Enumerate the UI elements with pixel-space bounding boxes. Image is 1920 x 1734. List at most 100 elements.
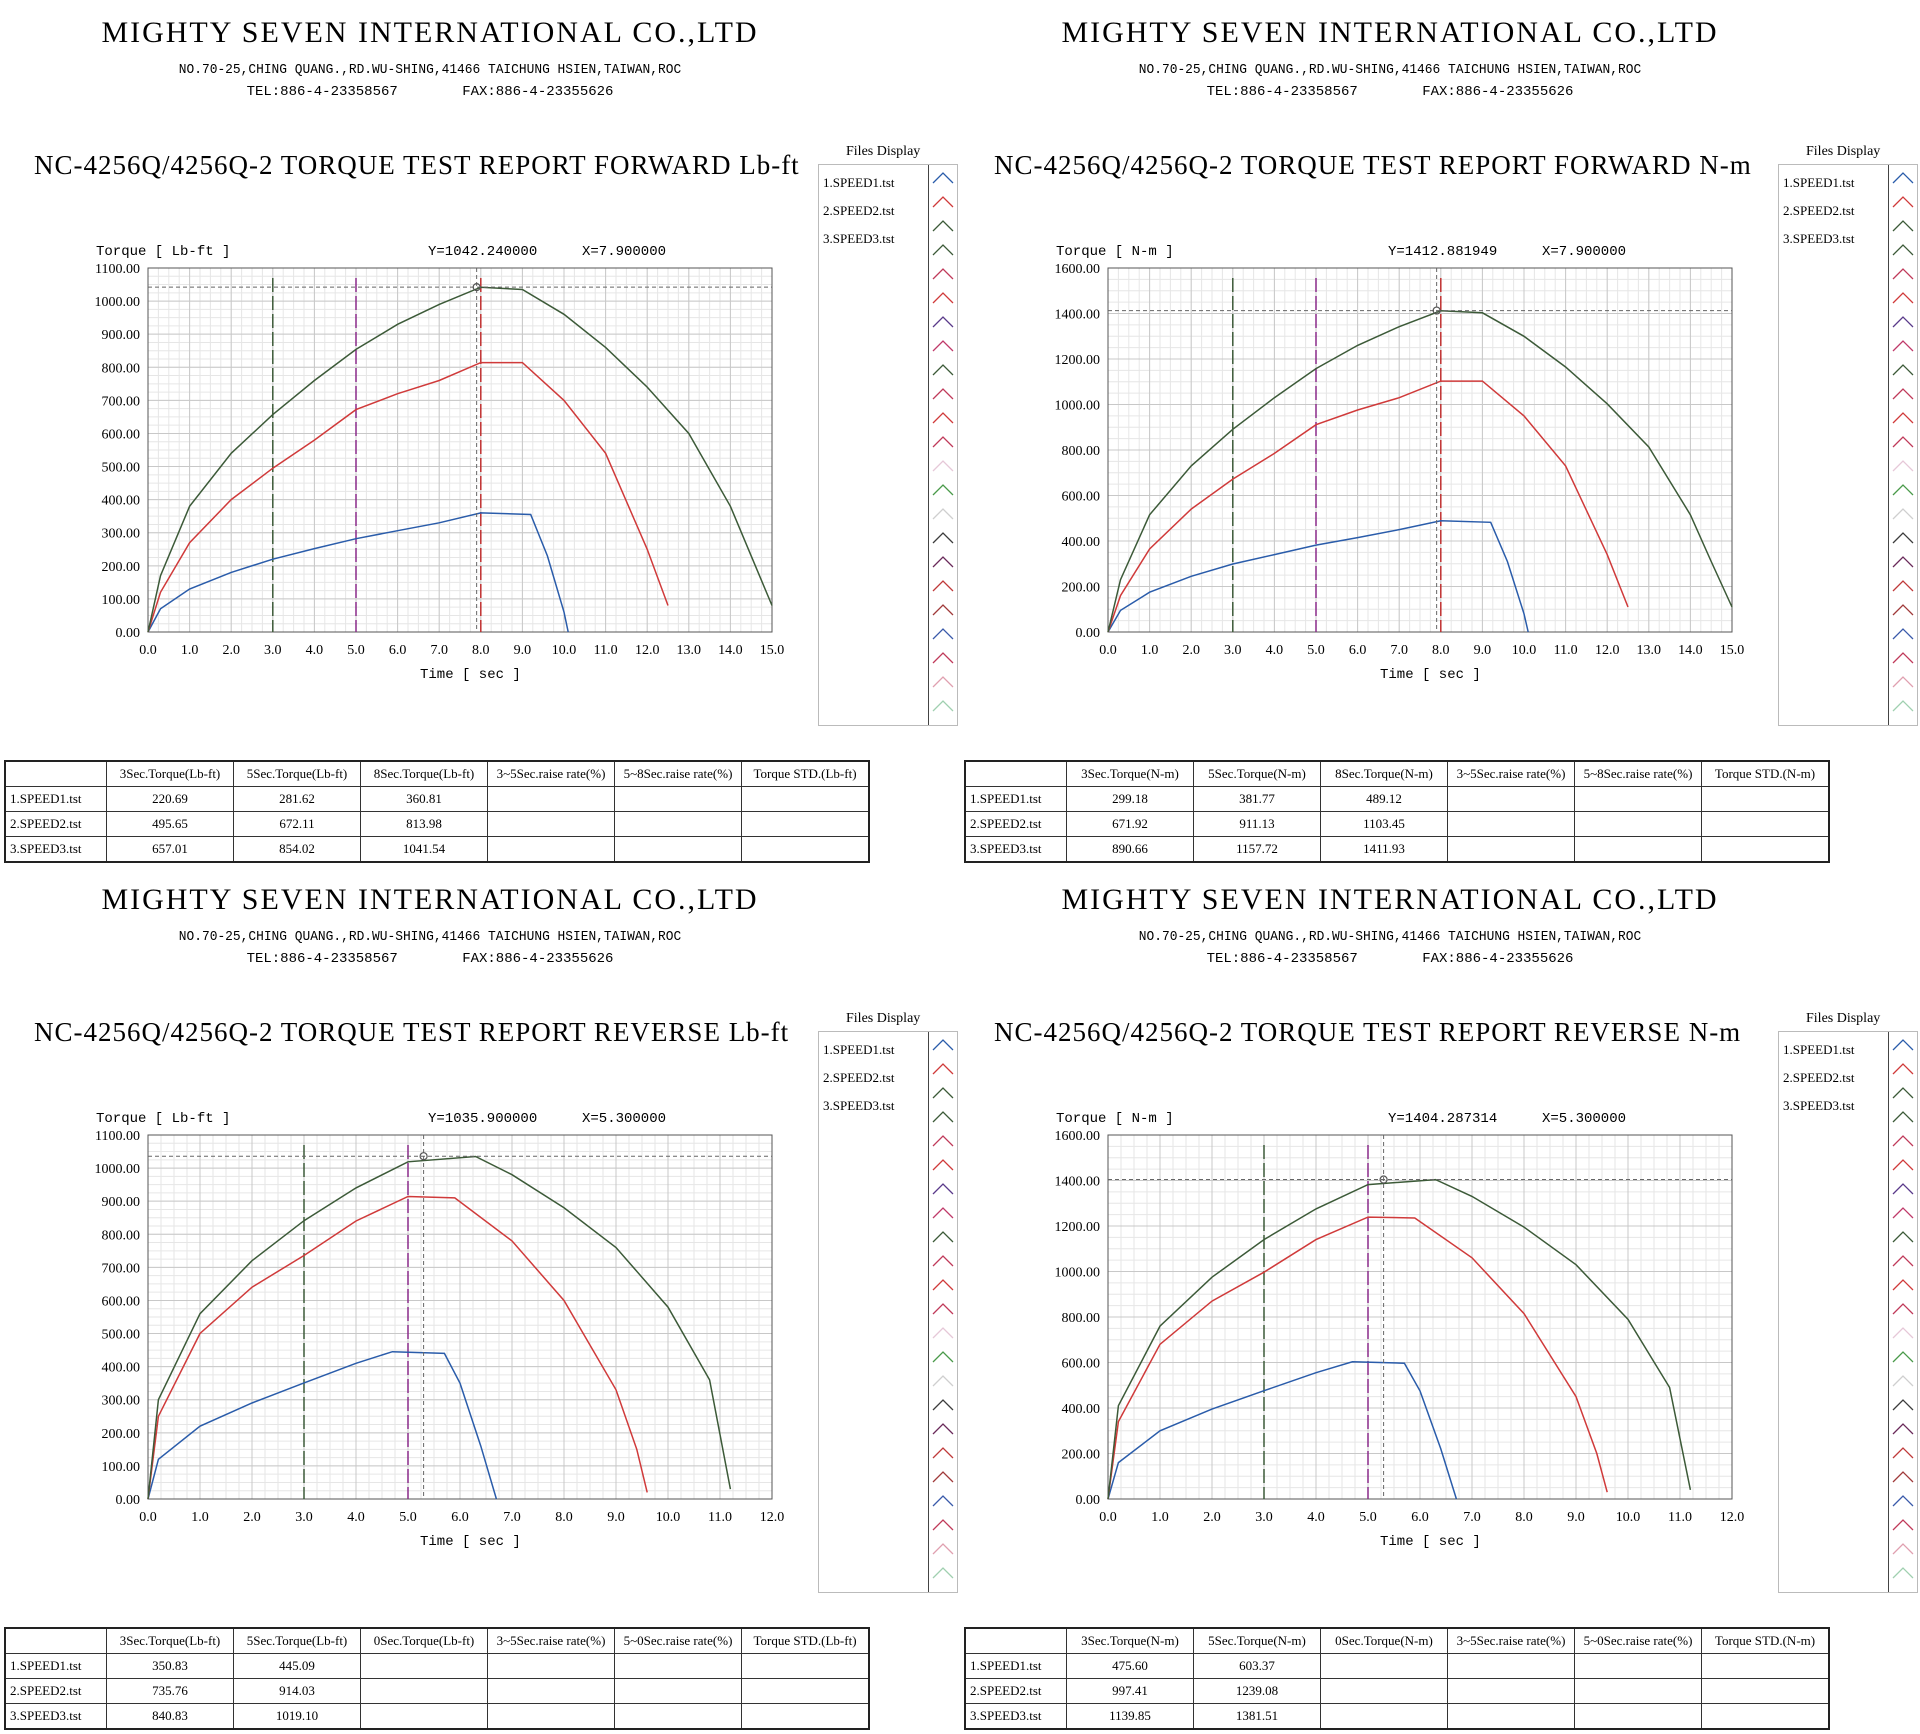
legend-swatch xyxy=(932,388,954,400)
legend-swatch xyxy=(932,1327,954,1339)
table-cell xyxy=(1574,836,1702,863)
table-cell: 475.60 xyxy=(1066,1653,1194,1679)
y-axis-label: Torque [ Lb-ft ] xyxy=(96,244,230,260)
files-color-strip xyxy=(1888,1032,1917,1592)
y-tick-label: 800.00 xyxy=(1062,444,1101,459)
table-header-row: 3Sec.Torque(N-m) 5Sec.Torque(N-m) 8Sec.Tor… xyxy=(964,760,1830,787)
x-axis-label: Time [ sec ] xyxy=(1380,667,1481,683)
legend-swatch xyxy=(932,628,954,640)
legend-swatch xyxy=(1892,556,1914,568)
table-header-cell: 5~8Sec.raise rate(%) xyxy=(614,760,742,787)
legend-swatches xyxy=(1892,172,1914,712)
table-cell: 1103.45 xyxy=(1320,811,1448,837)
legend-swatch xyxy=(932,1231,954,1243)
x-tick-label: 4.0 xyxy=(1266,643,1284,658)
files-display-list[interactable]: 1.SPEED1.tst 2.SPEED2.tst 3.SPEED3.tst xyxy=(818,164,958,726)
legend-swatch xyxy=(932,1519,954,1531)
torque-stats-table: 3Sec.Torque(N-m) 5Sec.Torque(N-m) 0Sec.Tor… xyxy=(964,1627,1830,1730)
cursor-point xyxy=(419,1152,428,1161)
legend-swatch xyxy=(932,268,954,280)
cursor-x-readout: X=7.900000 xyxy=(582,244,666,260)
legend-swatch xyxy=(1892,1375,1914,1387)
table-cell: 671.92 xyxy=(1066,811,1194,837)
table-cell: 1041.54 xyxy=(360,836,488,863)
table-row: 2.SPEED2.tst 997.41 1239.08 xyxy=(964,1678,1830,1704)
company-tel: TEL:886-4-23358567 xyxy=(246,951,398,967)
y-tick-label: 1100.00 xyxy=(95,262,140,277)
x-tick-label: 11.0 xyxy=(594,643,618,658)
files-display-list[interactable]: 1.SPEED1.tst 2.SPEED2.tst 3.SPEED3.tst xyxy=(1778,1031,1918,1593)
series-line-speed2 xyxy=(1107,380,1629,633)
table-cell xyxy=(487,836,615,863)
x-tick-label: 3.0 xyxy=(295,1510,313,1525)
legend-swatch xyxy=(1892,268,1914,280)
company-fax: FAX:886-4-23355626 xyxy=(462,951,614,967)
table-cell xyxy=(741,1653,870,1679)
table-header-cell: 5Sec.Torque(Lb-ft) xyxy=(233,760,361,787)
file-item-speed3[interactable]: 3.SPEED3.tst xyxy=(1783,1098,1855,1113)
table-header-cell xyxy=(964,760,1067,787)
files-display-list[interactable]: 1.SPEED1.tst 2.SPEED2.tst 3.SPEED3.tst xyxy=(818,1031,958,1593)
x-tick-label: 1.0 xyxy=(191,1510,209,1525)
table-row-label: 3.SPEED3.tst xyxy=(964,836,1067,863)
y-tick-label: 400.00 xyxy=(1062,1402,1101,1417)
legend-swatch xyxy=(932,412,954,424)
file-item-speed3[interactable]: 3.SPEED3.tst xyxy=(823,1098,895,1113)
files-display-title: Files Display xyxy=(1806,144,1881,159)
table-header-cell: 0Sec.Torque(N-m) xyxy=(1320,1627,1448,1654)
table-cell xyxy=(487,1678,615,1704)
x-axis-label: Time [ sec ] xyxy=(420,667,521,683)
file-item-speed1[interactable]: 1.SPEED1.tst xyxy=(823,1042,895,1057)
y-axis-label: Torque [ Lb-ft ] xyxy=(96,1111,230,1127)
table-row: 2.SPEED2.tst 735.76 914.03 xyxy=(4,1678,870,1704)
y-tick-label: 800.00 xyxy=(102,361,141,376)
y-tick-label: 1000.00 xyxy=(95,1162,141,1177)
file-item-speed2[interactable]: 2.SPEED2.tst xyxy=(823,1070,895,1085)
file-item-speed1[interactable]: 1.SPEED1.tst xyxy=(1783,175,1855,190)
table-header-cell: Torque STD.(Lb-ft) xyxy=(741,1627,870,1654)
company-tel: TEL:886-4-23358567 xyxy=(1206,951,1358,967)
legend-swatch xyxy=(932,364,954,376)
y-tick-label: 1000.00 xyxy=(95,295,141,310)
plot-frame xyxy=(147,267,773,633)
x-tick-label: 10.0 xyxy=(656,1510,681,1525)
y-tick-label: 1600.00 xyxy=(1055,1129,1101,1144)
table-cell xyxy=(1701,811,1830,837)
file-item-speed2[interactable]: 2.SPEED2.tst xyxy=(1783,203,1855,218)
x-tick-label: 12.0 xyxy=(635,643,660,658)
cursor-y-readout: Y=1042.240000 xyxy=(428,244,537,260)
y-tick-label: 400.00 xyxy=(102,1361,141,1376)
report-forward-lbft: MIGHTY SEVEN INTERNATIONAL CO.,LTD NO.70… xyxy=(0,0,960,867)
table-header-cell: 5Sec.Torque(N-m) xyxy=(1193,760,1321,787)
grid-major xyxy=(147,1134,773,1500)
table-cell xyxy=(614,786,742,812)
legend-swatch xyxy=(1892,1567,1914,1579)
legend-swatch xyxy=(932,1543,954,1555)
file-item-speed1[interactable]: 1.SPEED1.tst xyxy=(823,175,895,190)
file-item-speed2[interactable]: 2.SPEED2.tst xyxy=(1783,1070,1855,1085)
y-tick-label: 900.00 xyxy=(102,328,141,343)
legend-swatch xyxy=(1892,652,1914,664)
y-tick-label: 100.00 xyxy=(102,593,141,608)
table-cell xyxy=(1574,1703,1702,1730)
table-cell xyxy=(741,836,870,863)
file-item-speed1[interactable]: 1.SPEED1.tst xyxy=(1783,1042,1855,1057)
table-cell: 489.12 xyxy=(1320,786,1448,812)
file-item-speed3[interactable]: 3.SPEED3.tst xyxy=(823,231,895,246)
x-tick-label: 2.0 xyxy=(243,1510,261,1525)
legend-swatch xyxy=(932,460,954,472)
table-cell xyxy=(487,1703,615,1730)
table-cell xyxy=(1574,811,1702,837)
legend-swatch xyxy=(932,1039,954,1051)
y-tick-label: 100.00 xyxy=(102,1460,141,1475)
file-item-speed3[interactable]: 3.SPEED3.tst xyxy=(1783,231,1855,246)
series-line-speed3 xyxy=(1107,310,1733,633)
file-item-speed2[interactable]: 2.SPEED2.tst xyxy=(823,203,895,218)
legend-swatch xyxy=(932,700,954,712)
series-line-speed2 xyxy=(147,1195,648,1500)
files-display-list[interactable]: 1.SPEED1.tst 2.SPEED2.tst 3.SPEED3.tst xyxy=(1778,164,1918,726)
table-cell xyxy=(1574,1653,1702,1679)
cursor-y-readout: Y=1412.881949 xyxy=(1388,244,1497,260)
company-name: MIGHTY SEVEN INTERNATIONAL CO.,LTD xyxy=(1061,16,1719,49)
table-row: 3.SPEED3.tst 840.83 1019.10 xyxy=(4,1703,870,1730)
